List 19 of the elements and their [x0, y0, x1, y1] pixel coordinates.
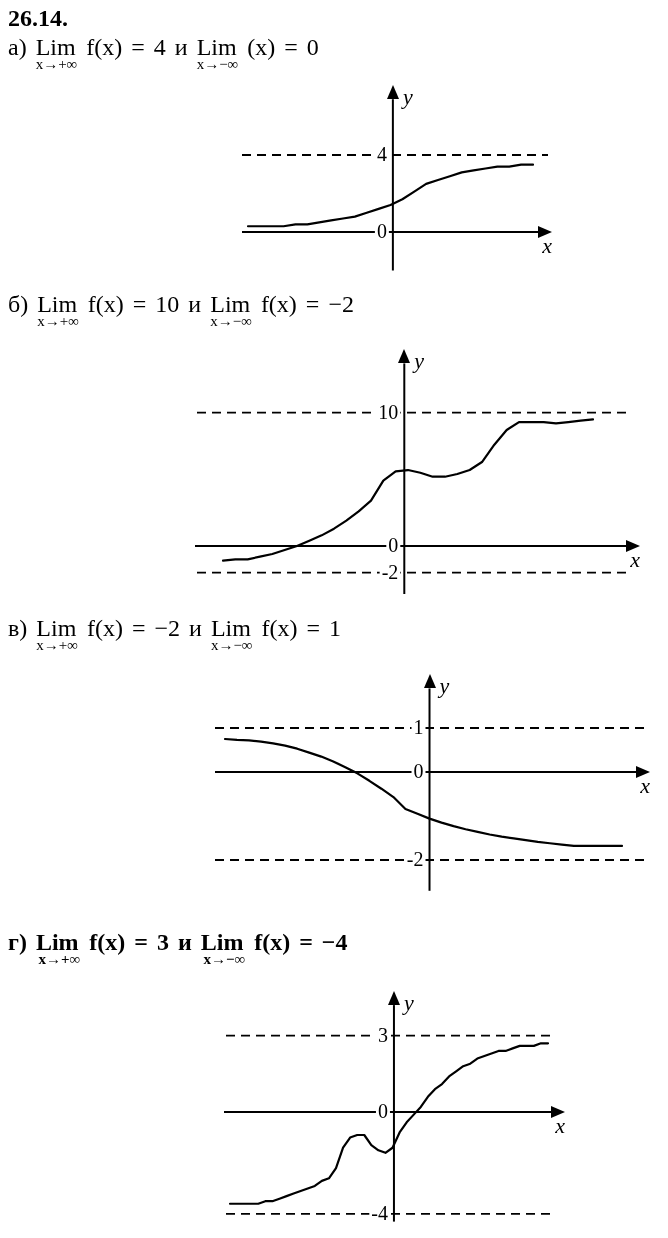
y-tick-label: 3 [377, 1023, 388, 1046]
y-axis-title: y [437, 673, 450, 699]
y-tick-label: -4 [371, 1202, 388, 1225]
y-axis-title: y [400, 83, 413, 109]
x-axis-title: x [639, 773, 651, 798]
y-axis-title: y [401, 989, 414, 1015]
x-axis-title: x [541, 233, 553, 259]
x-axis-title: x [554, 1113, 566, 1139]
y-tick-label: 0 [388, 534, 399, 557]
y-tick-label: -2 [406, 848, 424, 871]
x-axis-title: x [629, 547, 641, 573]
y-tick-label: 0 [377, 1100, 388, 1123]
y-tick-label: 10 [378, 400, 399, 423]
y-tick-label: 4 [376, 143, 387, 166]
y-axis-title: y [412, 348, 425, 374]
y-tick-label: 0 [413, 760, 424, 783]
y-tick-label: 0 [376, 220, 387, 243]
y-tick-label: 1 [413, 716, 424, 739]
y-tick-label: -2 [381, 560, 399, 583]
